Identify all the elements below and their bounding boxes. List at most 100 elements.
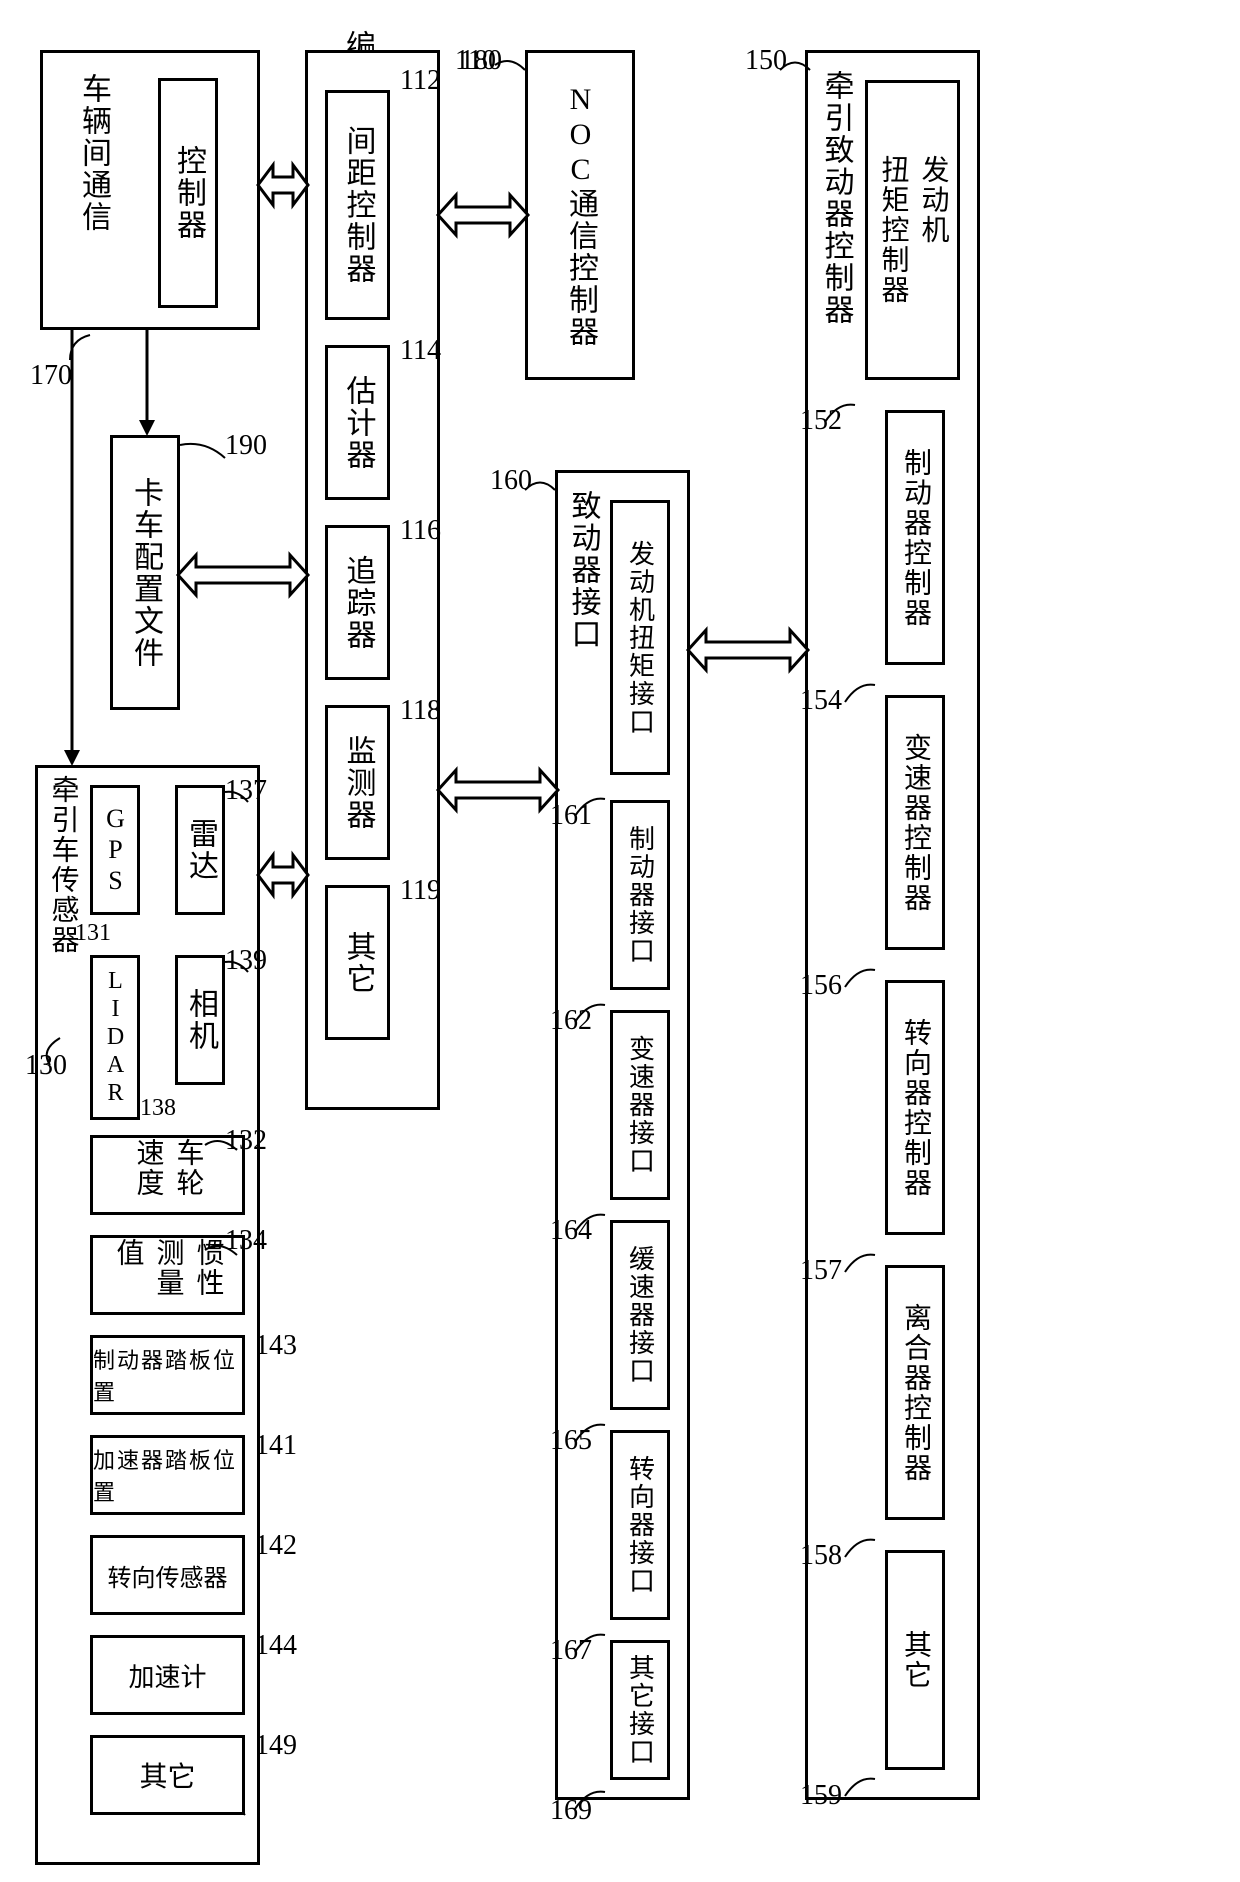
ref-141b: 141: [255, 1430, 297, 1462]
sensor-gps-label: GPS: [93, 788, 137, 912]
pc-item-119-label: 其它: [328, 888, 387, 1037]
ref-110: 110: [455, 45, 496, 77]
ctrl-154-label: 制动器控制器: [888, 413, 942, 662]
ivc-inner-label: 控制器: [161, 81, 215, 305]
pc-item-112: 间距控制器: [325, 90, 390, 320]
if-164-label: 变速器接口: [613, 1013, 667, 1197]
sensor-row-142-label: 转向传感器: [93, 1538, 242, 1612]
arrow-130-110: [258, 845, 308, 905]
arrow-170-110: [258, 155, 308, 215]
pc-item-112-label: 间距控制器: [328, 93, 387, 317]
ctrl-158: 离合器控制器: [885, 1265, 945, 1520]
sensor-row-149: 其它: [90, 1735, 245, 1815]
ref-154: 154: [800, 685, 842, 717]
sensor-camera-label: 相机: [178, 958, 222, 1082]
if-161: 发动机扭矩接口: [610, 500, 670, 775]
leader-137: [223, 790, 253, 810]
arrow-190-110: [178, 545, 308, 605]
leader-ref-152: [820, 400, 860, 428]
sensor-camera: 相机: [175, 955, 225, 1085]
pc-item-114: 估计器: [325, 345, 390, 500]
truck-profile-block: 卡车配置文件: [110, 435, 180, 710]
leader-ref-156: [840, 965, 880, 993]
arrow-170-190: [135, 328, 159, 438]
leader-132: [205, 1130, 240, 1155]
ref-114: 114: [400, 335, 441, 367]
sensors-title: 牵引车传感器: [45, 775, 80, 1035]
ref-144: 144: [255, 1630, 297, 1662]
ctrl-152-label: 发动机 扭矩控制器: [868, 83, 957, 377]
leader-ref-161: [570, 794, 610, 822]
leader-180: [490, 50, 530, 90]
ref-116: 116: [400, 515, 441, 547]
leader-150: [775, 55, 815, 85]
ref-149: 149: [255, 1730, 297, 1762]
ctrl-159: 其它: [885, 1550, 945, 1770]
ref-119: 119: [400, 875, 441, 907]
ref-159: 159: [800, 1780, 842, 1812]
ivc-label: 车辆间通信: [63, 73, 123, 313]
ctrl-156-label: 变速器控制器: [888, 698, 942, 947]
leader-130: [35, 1035, 70, 1065]
leader-190: [180, 440, 230, 470]
sensor-row-144: 加速计: [90, 1635, 245, 1715]
ivc-inner: 控制器: [158, 78, 218, 308]
ctrl-158-label: 离合器控制器: [888, 1268, 942, 1517]
diagram-canvas: 编队控制器 车辆间通信 控制器 170 NOC通信控制器 180 卡车配置文件 …: [0, 0, 1240, 1882]
leader-160: [520, 475, 560, 505]
pc-item-116-label: 追踪器: [328, 528, 387, 677]
pc-item-118: 监测器: [325, 705, 390, 860]
ctrl-157: 转向器控制器: [885, 980, 945, 1235]
ref-158: 158: [800, 1540, 842, 1572]
ref-157: 157: [800, 1255, 842, 1287]
leader-ref-162: [570, 1000, 610, 1028]
ref-112: 112: [400, 65, 441, 97]
ivc-block: 车辆间通信 控制器: [40, 50, 260, 330]
if-161-label: 发动机扭矩接口: [613, 503, 667, 772]
ref-138: 138: [140, 1095, 176, 1122]
pc-item-116: 追踪器: [325, 525, 390, 680]
ref-118: 118: [400, 695, 441, 727]
leader-ref-164: [570, 1210, 610, 1238]
if-164: 变速器接口: [610, 1010, 670, 1200]
if-162: 制动器接口: [610, 800, 670, 990]
truck-profile-label: 卡车配置文件: [113, 438, 177, 707]
ctrl-157-label: 转向器控制器: [888, 983, 942, 1232]
if-165: 缓速器接口: [610, 1220, 670, 1410]
noc-block: NOC通信控制器: [525, 50, 635, 380]
if-167-label: 转向器接口: [613, 1433, 667, 1617]
pc-item-118-label: 监测器: [328, 708, 387, 857]
sensor-row-143: 制动器踏板位置: [90, 1335, 245, 1415]
if-169: 其它接口: [610, 1640, 670, 1780]
leader-139: [223, 960, 253, 980]
if-169-label: 其它接口: [613, 1643, 667, 1777]
noc-label: NOC通信控制器: [528, 53, 632, 377]
leader-ref-157: [840, 1250, 880, 1278]
sensor-lidar-label: LIDAR: [93, 958, 137, 1117]
pc-item-114-label: 估计器: [328, 348, 387, 497]
actuator-ctrl-title: 牵引致动器控制器: [818, 70, 853, 390]
leader-ref-167: [570, 1630, 610, 1658]
ref-131: 131: [75, 920, 111, 947]
if-162-label: 制动器接口: [613, 803, 667, 987]
sensor-row-142: 转向传感器: [90, 1535, 245, 1615]
arrow-110-160: [438, 760, 558, 820]
sensor-row-141-label: 加速器踏板位置: [93, 1438, 242, 1512]
leader-134: [205, 1235, 240, 1260]
ref-156: 156: [800, 970, 842, 1002]
ctrl-156: 变速器控制器: [885, 695, 945, 950]
leader-ref-158: [840, 1535, 880, 1563]
ctrl-159-label: 其它: [888, 1553, 942, 1767]
leader-ref-165: [570, 1420, 610, 1448]
if-165-label: 缓速器接口: [613, 1223, 667, 1407]
sensor-gps: GPS: [90, 785, 140, 915]
arrow-110-180: [438, 185, 528, 245]
ctrl-154: 制动器控制器: [885, 410, 945, 665]
sensor-row-149-label: 其它: [93, 1738, 242, 1812]
arrow-160-150: [688, 620, 808, 680]
sensor-row-141: 加速器踏板位置: [90, 1435, 245, 1515]
if-167: 转向器接口: [610, 1430, 670, 1620]
leader-ref-154: [840, 680, 880, 708]
sensor-radar-label: 雷达: [178, 788, 222, 912]
leader-ref-169: [570, 1787, 610, 1815]
